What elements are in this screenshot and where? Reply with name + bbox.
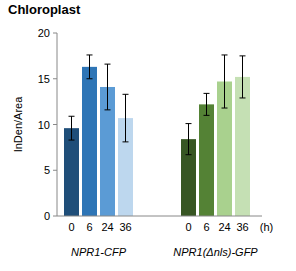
annotation: (h) (260, 221, 273, 233)
error-cap (240, 97, 246, 98)
y-tick (53, 216, 57, 217)
error-bar (87, 55, 93, 79)
x-tick-label: 6 (203, 221, 209, 233)
group-label: NPR1-CFP (71, 246, 127, 258)
error-cap (186, 123, 192, 124)
error-cap (222, 54, 228, 55)
error-cap (123, 141, 129, 142)
error-cap (204, 115, 210, 116)
y-tick-label: 5 (44, 164, 50, 176)
error-cap (69, 140, 75, 141)
y-tick (53, 170, 57, 171)
group-label: NPR1(Δnls)-GFP (173, 246, 258, 258)
y-tick (53, 33, 57, 34)
y-label: InDen/Area (12, 96, 24, 153)
bar (82, 67, 97, 216)
error-stem (188, 124, 189, 155)
bar (235, 77, 250, 216)
y-tick-label: 0 (44, 210, 50, 222)
error-cap (204, 93, 210, 94)
error-stem (125, 94, 126, 142)
y-tick (53, 78, 57, 79)
bar (64, 128, 79, 216)
error-bar (123, 94, 129, 142)
error-cap (240, 55, 246, 56)
title: Chloroplast (8, 2, 81, 17)
bar (199, 104, 214, 216)
error-cap (105, 64, 111, 65)
error-stem (242, 56, 243, 98)
error-bar (105, 64, 111, 110)
error-bar (186, 124, 192, 155)
y-tick-label: 15 (38, 73, 50, 85)
error-stem (107, 64, 108, 110)
y-tick-label: 20 (38, 27, 50, 39)
error-cap (222, 108, 228, 109)
error-bar (69, 116, 75, 140)
x-tick-label: 0 (68, 221, 74, 233)
x-tick-label: 24 (101, 221, 113, 233)
y-axis (57, 33, 58, 216)
error-cap (105, 109, 111, 110)
x-axis (57, 216, 262, 217)
error-bar (240, 56, 246, 98)
error-stem (71, 116, 72, 140)
x-tick-label: 6 (86, 221, 92, 233)
error-cap (123, 94, 129, 95)
chart: ChloroplastInDen/Area0510152006243606243… (0, 0, 296, 271)
error-stem (206, 93, 207, 115)
x-tick-label: 36 (236, 221, 248, 233)
error-cap (69, 116, 75, 117)
x-tick-label: 0 (185, 221, 191, 233)
error-cap (87, 54, 93, 55)
error-stem (224, 55, 225, 108)
y-tick (53, 124, 57, 125)
error-cap (87, 78, 93, 79)
y-tick-label: 10 (38, 119, 50, 131)
error-bar (222, 55, 228, 108)
x-tick-label: 36 (119, 221, 131, 233)
error-bar (204, 93, 210, 115)
x-tick-label: 24 (218, 221, 230, 233)
error-stem (89, 55, 90, 79)
bars (64, 55, 250, 216)
error-cap (186, 154, 192, 155)
